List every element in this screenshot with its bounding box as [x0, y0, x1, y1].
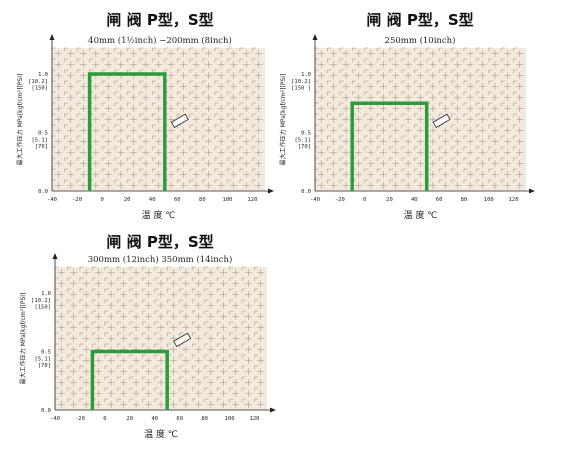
x-tick-label: 0 [103, 416, 106, 422]
y-tick-label: 0.5 [41, 350, 51, 356]
y-tick-sublabel: [70] [35, 144, 48, 150]
y-axis-label: 最大工作压力 MPa[kgf/cm²][PSI] [19, 293, 27, 385]
chart-panel-1: 闸 阀 P型，S型 40mm (1½inch) −200mm (8inch) -40… [16, 11, 274, 221]
series-line [87, 72, 167, 191]
y-axis-label: 最大工作压力 MPa[kgf/cm²][PSI] [279, 74, 287, 166]
y-tick-sublabel: [150 ] [291, 86, 311, 92]
y-tick-sublabel: [10.2] [31, 298, 51, 304]
y-tick-sublabel: [70] [38, 363, 51, 369]
y-tick-sublabel: [5.1] [31, 138, 48, 144]
x-axis-label: 温 度 ℃ [144, 428, 178, 440]
chart-panel-3: 闸 阀 P型，S型 300mm (12inch) 350mm (14inch) -4… [19, 233, 276, 440]
x-tick-label: 100 [222, 197, 232, 203]
y-tick-sublabel: [5.1] [294, 138, 311, 144]
y-tick-label: 0.0 [301, 189, 311, 195]
x-tick-label: 80 [461, 197, 468, 203]
x-tick-label: 40 [149, 197, 156, 203]
x-tick-label: 40 [151, 416, 158, 422]
chart-subtitle: 40mm (1½inch) −200mm (8inch) [88, 35, 232, 46]
x-tick-label: 20 [127, 416, 134, 422]
chart-subtitle: 300mm (12inch) 350mm (14inch) [88, 254, 233, 265]
x-tick-label: 60 [436, 197, 443, 203]
valve-marker [432, 113, 451, 128]
chart-title: 闸 阀 P型，S型 [366, 11, 473, 29]
series-line [350, 101, 429, 191]
y-axis-label: 最大工作压力 MPa[kgf/cm²][PSI] [16, 74, 24, 166]
x-tick-label: 40 [411, 197, 418, 203]
y-tick-sublabel: [70] [298, 144, 311, 150]
grid [51, 47, 263, 190]
x-tick-label: 20 [124, 197, 131, 203]
x-tick-label: 80 [199, 197, 206, 203]
x-tick-label: -40 [310, 197, 320, 203]
y-tick-label: 1.0 [41, 291, 51, 297]
x-axis-arrow [529, 188, 535, 194]
y-tick-sublabel: [150] [31, 86, 48, 92]
series-line [90, 349, 169, 410]
x-tick-label: -20 [335, 197, 345, 203]
chart-title: 闸 阀 P型，S型 [106, 11, 213, 29]
x-tick-label: 120 [250, 416, 260, 422]
x-tick-label: -40 [50, 416, 60, 422]
y-axis-arrow [312, 34, 318, 40]
y-tick-sublabel: [10.2] [28, 79, 48, 85]
valve-marker [173, 332, 192, 347]
x-tick-label: 0 [100, 197, 103, 203]
y-tick-sublabel: [5.1] [34, 357, 51, 363]
y-tick-label: 0.5 [38, 131, 48, 137]
y-tick-label: 0.0 [38, 189, 48, 195]
x-axis-label: 温 度 ℃ [404, 209, 438, 221]
x-tick-label: -40 [47, 197, 57, 203]
y-tick-label: 1.0 [301, 72, 311, 78]
x-tick-label: 100 [225, 416, 235, 422]
chart-title: 闸 阀 P型，S型 [106, 233, 213, 251]
x-tick-label: 120 [248, 197, 258, 203]
chart-subtitle: 250mm (10inch) [385, 35, 456, 46]
x-tick-label: 20 [386, 197, 393, 203]
x-tick-label: -20 [72, 197, 82, 203]
grid [314, 47, 524, 190]
valve-marker [170, 113, 189, 128]
chart-panel-2: 闸 阀 P型，S型 250mm (10inch) -40 -20 0 20 40 60 80 10… [279, 11, 535, 221]
x-tick-label: 100 [484, 197, 494, 203]
y-axis-arrow [49, 34, 55, 40]
x-tick-label: 60 [176, 416, 183, 422]
x-tick-label: 80 [201, 416, 208, 422]
x-tick-label: 120 [509, 197, 519, 203]
x-axis-arrow [268, 188, 274, 194]
y-axis-arrow [52, 253, 58, 259]
y-tick-label: 0.0 [41, 408, 51, 414]
y-tick-label: 1.0 [38, 72, 48, 78]
y-tick-sublabel: [150] [34, 305, 51, 311]
x-tick-label: 60 [174, 197, 181, 203]
y-tick-sublabel: [10.2] [291, 79, 311, 85]
y-tick-label: 0.5 [301, 131, 311, 137]
x-axis-label: 温 度 ℃ [142, 209, 176, 221]
x-tick-label: -20 [75, 416, 85, 422]
x-axis-arrow [270, 407, 276, 413]
x-tick-label: 0 [363, 197, 366, 203]
